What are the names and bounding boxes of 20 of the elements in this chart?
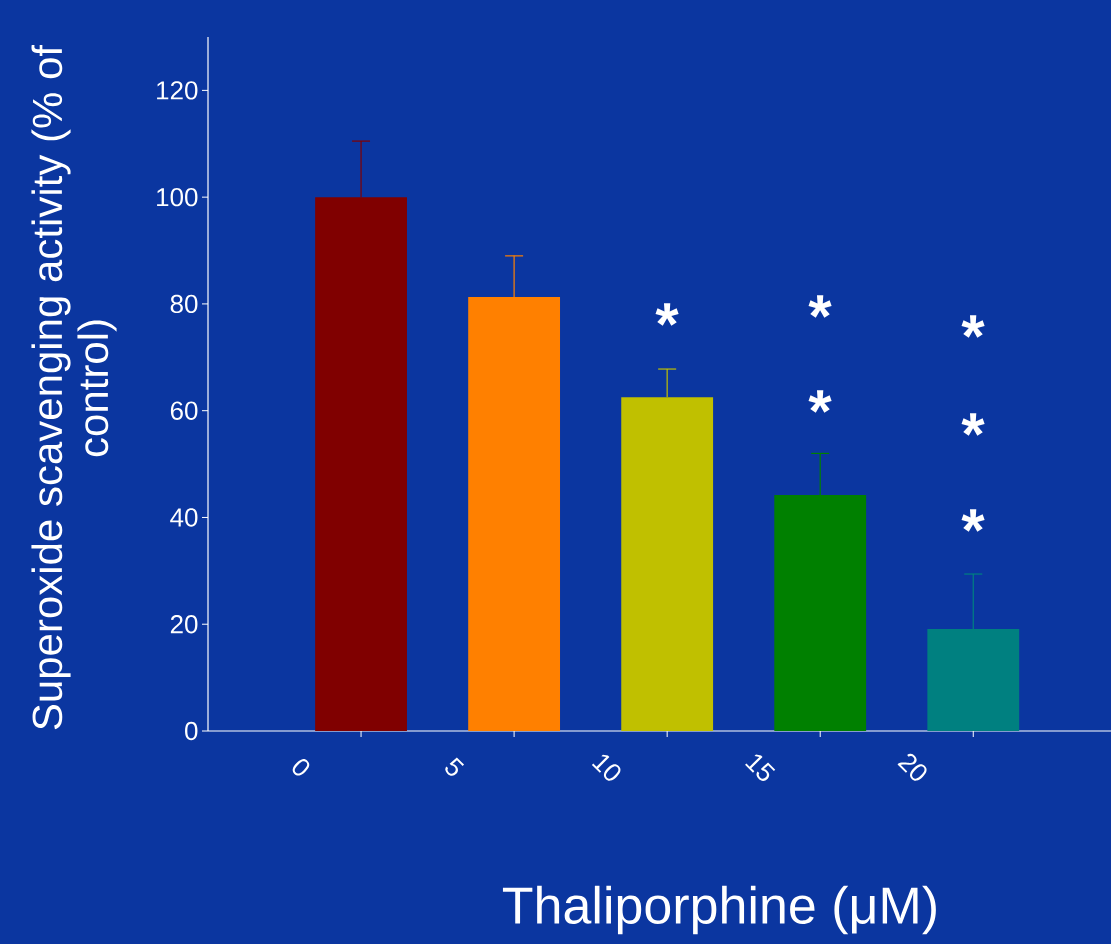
- annotation: *: [808, 295, 832, 318]
- annotation: *: [961, 315, 985, 338]
- x-axis-title: Thaliporphine (μM): [502, 885, 936, 935]
- annotation: *: [655, 303, 679, 326]
- x-tick-label: 20: [897, 753, 927, 781]
- x-tick-label: 0: [292, 759, 310, 776]
- annotation: *: [961, 509, 985, 532]
- y-tick-label: 80: [170, 294, 198, 314]
- annotation: *: [808, 390, 832, 413]
- x-tick-label: 10: [591, 754, 621, 781]
- y-tick-label: 100: [157, 187, 198, 207]
- x-tick-label: 5: [445, 757, 465, 776]
- y-tick-label: 60: [170, 401, 198, 420]
- y-tick-label: 120: [157, 81, 198, 100]
- y-axis-title: Superoxide scavenging activity (% of control): [31, 44, 117, 730]
- annotation: *: [961, 413, 985, 436]
- y-tick-label: 20: [170, 615, 198, 634]
- y-tick-label: 0: [185, 721, 198, 741]
- y-tick-label: 40: [170, 508, 198, 527]
- x-tick-label: 15: [745, 754, 776, 781]
